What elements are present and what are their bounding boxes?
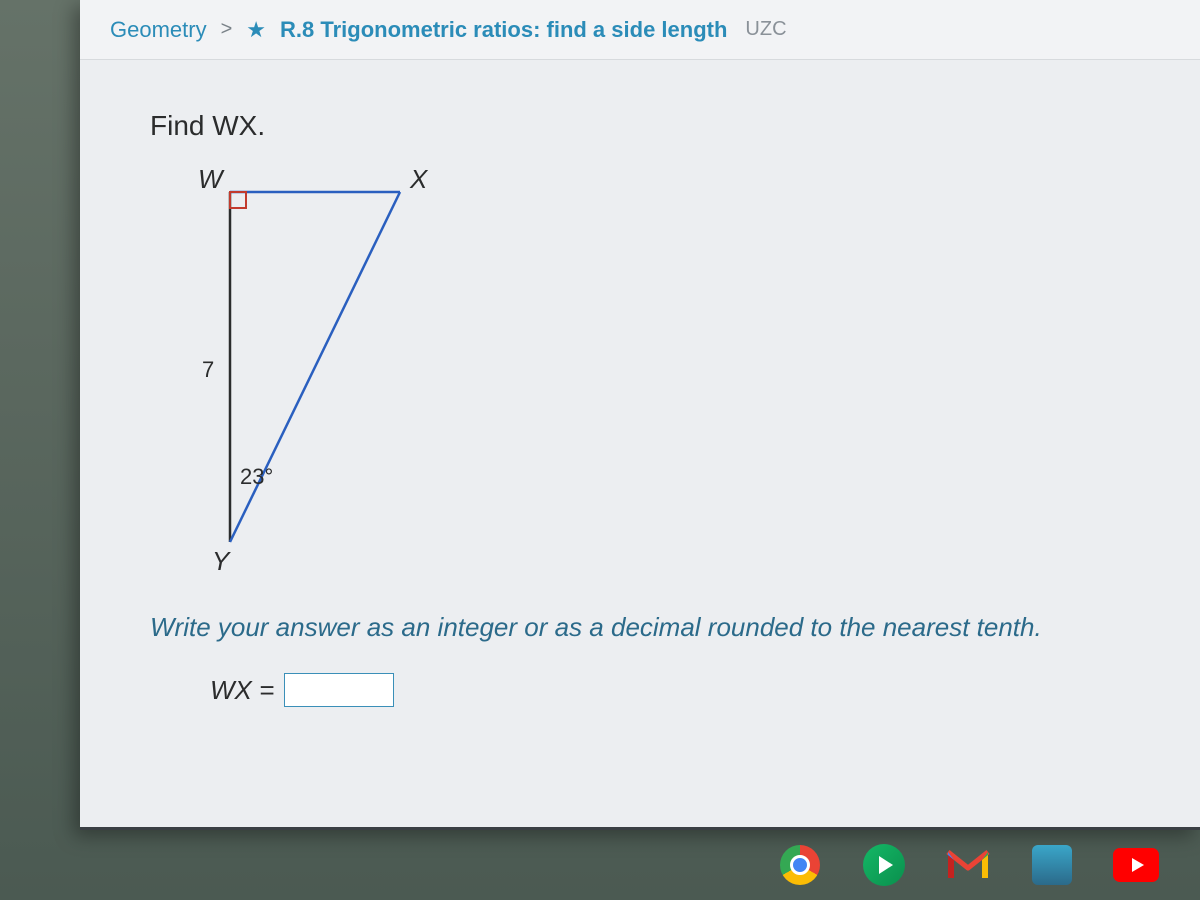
- vertex-label-Y: Y: [212, 546, 229, 577]
- answer-row: WX =: [210, 673, 1130, 707]
- gmail-icon[interactable]: [944, 841, 992, 889]
- vertex-label-X: X: [410, 164, 427, 195]
- desktop: Geometry > ★ R.8 Trigonometric ratios: f…: [0, 0, 1200, 900]
- problem-prompt: Find WX.: [150, 110, 1130, 142]
- breadcrumb: Geometry > ★ R.8 Trigonometric ratios: f…: [80, 0, 1200, 60]
- app-window: Geometry > ★ R.8 Trigonometric ratios: f…: [80, 0, 1200, 830]
- problem-content: Find WX. W X Y 7 23° Write your: [80, 60, 1200, 757]
- angle-label-Y: 23°: [240, 464, 273, 490]
- answer-input[interactable]: [284, 673, 394, 707]
- chevron-right-icon: >: [221, 18, 233, 41]
- star-icon: ★: [246, 17, 266, 43]
- youtube-icon[interactable]: [1112, 841, 1160, 889]
- triangle-figure: W X Y 7 23°: [180, 162, 540, 582]
- vertex-label-W: W: [198, 164, 223, 195]
- play-store-icon[interactable]: [860, 841, 908, 889]
- files-icon[interactable]: [1028, 841, 1076, 889]
- lesson-title[interactable]: R.8 Trigonometric ratios: find a side le…: [280, 17, 727, 43]
- answer-instruction: Write your answer as an integer or as a …: [150, 612, 1130, 643]
- right-angle-marker: [230, 192, 246, 208]
- lesson-code: UZC: [745, 18, 786, 41]
- triangle-svg: [180, 162, 540, 582]
- taskbar: [0, 830, 1200, 900]
- answer-label: WX =: [210, 675, 274, 706]
- side-length-WY: 7: [202, 357, 214, 383]
- breadcrumb-subject[interactable]: Geometry: [110, 17, 207, 43]
- chrome-icon[interactable]: [776, 841, 824, 889]
